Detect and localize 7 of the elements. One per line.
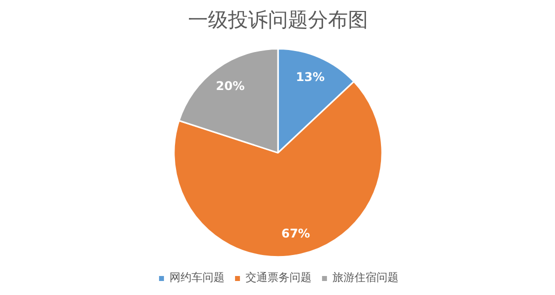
legend-label: 网约车问题 <box>170 270 224 285</box>
legend-label: 旅游住宿问题 <box>332 270 398 285</box>
data-label: 13% <box>296 70 325 84</box>
legend-label: 交通票务问题 <box>246 270 312 285</box>
data-label: 67% <box>281 226 310 240</box>
chart-title: 一级投诉问题分布图 <box>188 8 368 32</box>
data-label: 20% <box>216 79 245 94</box>
